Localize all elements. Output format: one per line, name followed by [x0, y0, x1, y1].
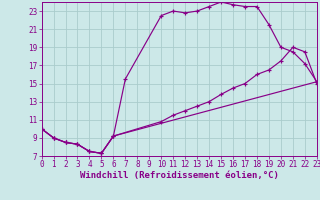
X-axis label: Windchill (Refroidissement éolien,°C): Windchill (Refroidissement éolien,°C): [80, 171, 279, 180]
